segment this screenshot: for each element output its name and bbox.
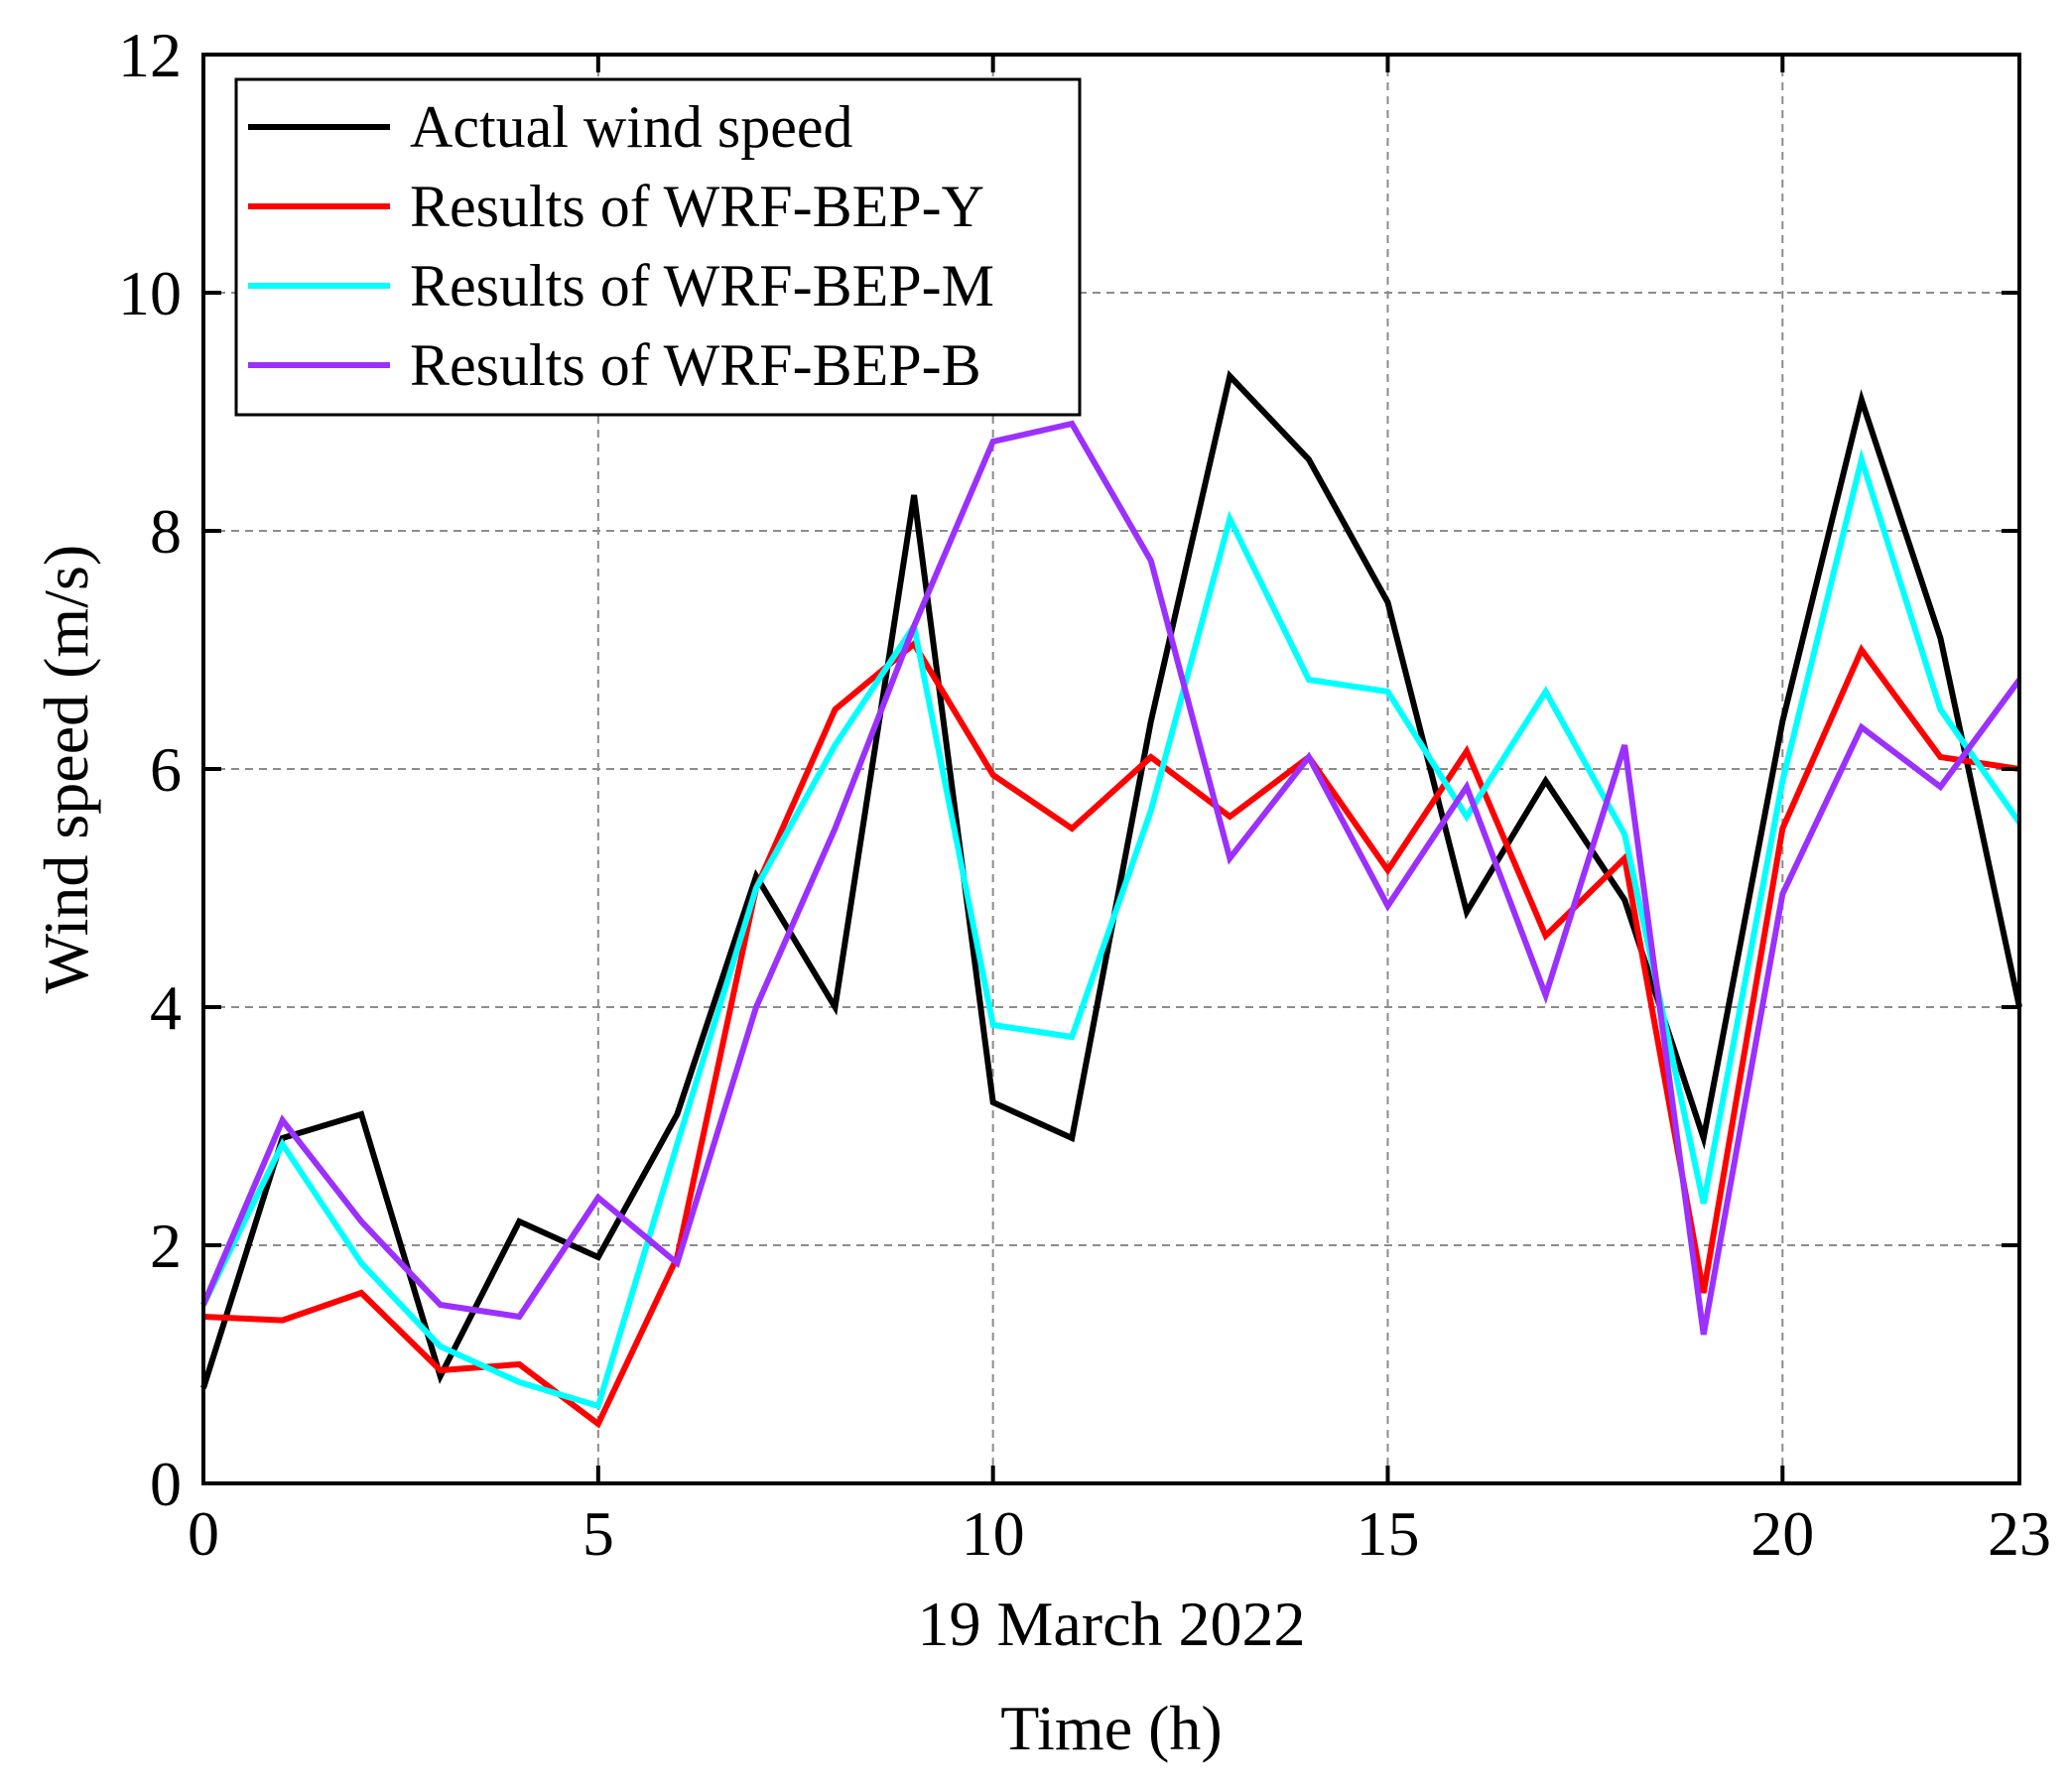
y-tick-label: 10 bbox=[118, 258, 182, 328]
axis-ticks: 0 5 10 15 20 23 0 2 4 6 8 10 12 bbox=[118, 20, 2051, 1569]
y-tick-label: 6 bbox=[150, 734, 182, 805]
x-tick-label: 23 bbox=[1988, 1498, 2051, 1569]
series-line-results-of-wrf-bep-m bbox=[200, 448, 2022, 1410]
series-line-actual-wind-speed bbox=[200, 369, 2022, 1389]
y-tick-label: 8 bbox=[150, 496, 182, 567]
y-tick-label: 12 bbox=[118, 20, 182, 90]
x-tick-label: 5 bbox=[583, 1498, 614, 1569]
x-tick-label: 20 bbox=[1750, 1498, 1814, 1569]
series-line-results-of-wrf-bep-b bbox=[200, 420, 2022, 1336]
x-tick-label: 10 bbox=[962, 1498, 1025, 1569]
legend-label: Actual wind speed bbox=[410, 94, 853, 160]
legend-label: Results of WRF-BEP-Y bbox=[410, 174, 984, 239]
legend-box bbox=[234, 77, 1082, 417]
x-tick-label: 15 bbox=[1356, 1498, 1419, 1569]
y-axis-label: Wind speed (m/s) bbox=[31, 545, 101, 993]
y-tick-label: 4 bbox=[150, 972, 182, 1043]
y-tick-label: 2 bbox=[150, 1211, 182, 1281]
series-lines bbox=[200, 369, 2022, 1429]
y-tick-label: 0 bbox=[150, 1449, 182, 1519]
x-axis-label: Time (h) bbox=[1000, 1693, 1222, 1763]
legend: Actual wind speed Results of WRF-BEP-Y Res… bbox=[234, 77, 1082, 417]
legend-label: Results of WRF-BEP-B bbox=[410, 332, 981, 398]
legend-label: Results of WRF-BEP-M bbox=[410, 253, 994, 319]
series-line-results-of-wrf-bep-y bbox=[202, 639, 2020, 1429]
x-tick-label: 0 bbox=[188, 1498, 219, 1569]
x-axis-sublabel: 19 March 2022 bbox=[917, 1589, 1305, 1659]
